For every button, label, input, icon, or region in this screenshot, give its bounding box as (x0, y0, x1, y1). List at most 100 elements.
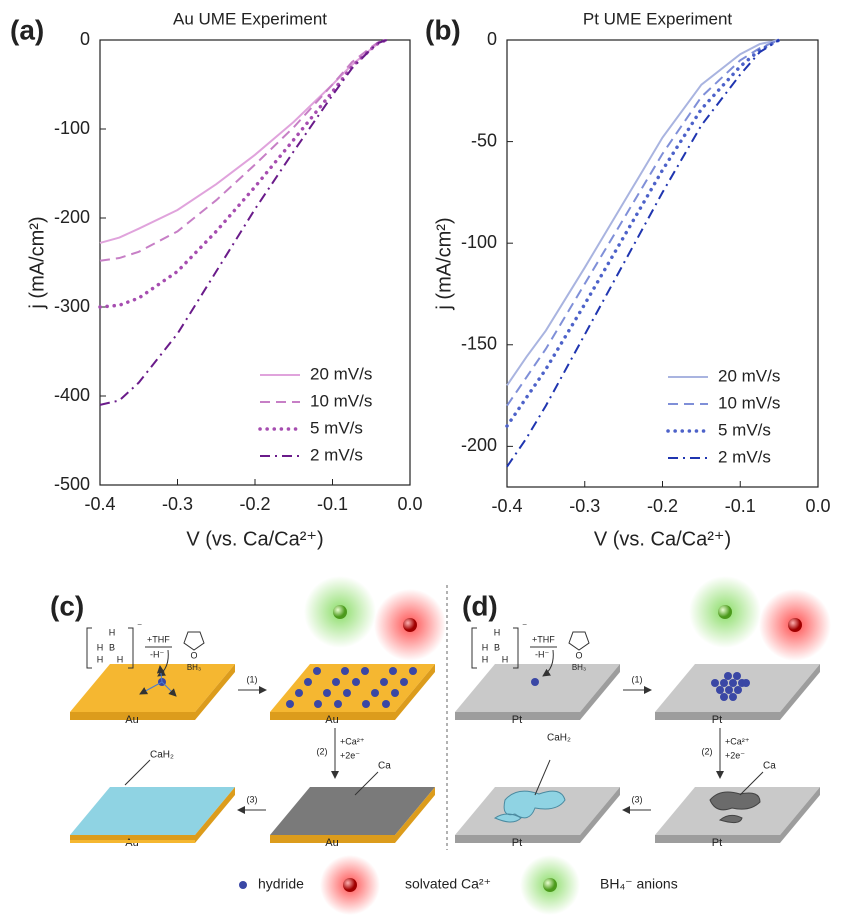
hydride (343, 689, 351, 697)
x-tick-label: -0.2 (239, 494, 270, 514)
y-tick-label: -200 (54, 207, 90, 227)
plate-front (655, 712, 780, 720)
data-line (506, 39, 780, 468)
hydride (729, 693, 737, 701)
x-tick-label: 0.0 (397, 494, 422, 514)
legend-ion (343, 878, 357, 892)
au-edge (70, 840, 195, 843)
reagent: +THF (147, 634, 170, 644)
legend-label: 20 mV/s (718, 366, 780, 385)
hydride (725, 686, 733, 694)
hydride (323, 689, 331, 697)
atom: H (109, 627, 116, 637)
plate-front (655, 835, 780, 843)
ion (403, 618, 417, 632)
legend-ion (543, 878, 557, 892)
plate-front (70, 712, 195, 720)
plate-top (455, 664, 620, 712)
legend-label: 5 mV/s (310, 418, 363, 437)
x-tick-label: -0.1 (317, 494, 348, 514)
hydride (286, 700, 294, 708)
hydride (720, 693, 728, 701)
y-axis-label: j (mA/cm²) (26, 216, 48, 309)
ring-atom: O (575, 650, 582, 660)
x-tick-label: -0.4 (84, 494, 115, 514)
x-tick-label: -0.3 (162, 494, 193, 514)
y-tick-label: -400 (54, 385, 90, 405)
hydride (313, 667, 321, 675)
plate-side (195, 664, 235, 720)
chart-title: Pt UME Experiment (583, 9, 733, 28)
chart-title: Au UME Experiment (173, 9, 327, 28)
hydride (734, 686, 742, 694)
y-axis-label: j (mA/cm²) (433, 217, 455, 310)
data-line (506, 39, 780, 407)
charge: ⁻ (522, 622, 527, 633)
atom: H (97, 642, 104, 652)
legend-label: 20 mV/s (310, 364, 372, 383)
plate-top (270, 664, 435, 712)
film-label: CaH₂ (150, 750, 174, 761)
step2-line: +2e⁻ (725, 750, 745, 760)
leader (739, 771, 764, 796)
plot-frame (99, 39, 411, 486)
plate-top (70, 787, 235, 835)
plate-side (195, 787, 235, 843)
x-tick-label: -0.1 (725, 496, 756, 516)
metal-label: Pt (512, 837, 522, 849)
step2-line: +2e⁻ (340, 750, 360, 760)
plate-top (270, 787, 435, 835)
series-group (98, 38, 389, 406)
hydride (389, 667, 397, 675)
x-tick-label: -0.4 (491, 496, 522, 516)
atom: H (494, 627, 501, 637)
atom: H (502, 654, 509, 664)
atom: H (97, 654, 104, 664)
legend-label: 2 mV/s (718, 447, 771, 466)
y-tick-label: 0 (80, 29, 90, 49)
hydride (304, 678, 312, 686)
hydride (332, 678, 340, 686)
series-group (505, 38, 781, 468)
y-tick-label: -500 (54, 474, 90, 494)
hydride (334, 700, 342, 708)
hydride (382, 700, 390, 708)
hydride (716, 686, 724, 694)
spread-arrow (139, 681, 163, 695)
charge: ⁻ (137, 622, 142, 633)
leader (534, 759, 551, 796)
plate-side (580, 664, 620, 720)
step-label: (1) (247, 674, 258, 684)
product: BH₃ (572, 663, 586, 672)
y-tick-label: 0 (487, 29, 497, 49)
legend-hydride (239, 881, 247, 889)
film-label: CaH₂ (547, 733, 571, 744)
hydride (314, 700, 322, 708)
plate-top (455, 787, 620, 835)
plate-front (455, 835, 580, 843)
hydride (531, 678, 539, 686)
panel-label: (c) (50, 590, 84, 621)
hydride (371, 689, 379, 697)
hydride (742, 679, 750, 687)
x-axis-label: V (vs. Ca/Ca²⁺) (186, 528, 323, 550)
y-tick-label: -50 (471, 130, 497, 150)
legend-label: BH₄⁻ anions (600, 876, 678, 892)
data-line (506, 39, 780, 386)
hydride (362, 700, 370, 708)
plate-front (455, 712, 580, 720)
reagent: +THF (532, 634, 555, 644)
thf-ring (183, 631, 205, 651)
x-tick-label: 0.0 (805, 496, 830, 516)
data-line (99, 39, 387, 262)
hydride (352, 678, 360, 686)
metal-label: Au (125, 714, 138, 726)
product: BH₃ (187, 663, 201, 672)
hydride (361, 667, 369, 675)
y-tick-label: -200 (461, 435, 497, 455)
plate-side (395, 787, 435, 843)
y-tick-label: -100 (54, 118, 90, 138)
atom: H (482, 654, 489, 664)
plate-front (270, 712, 395, 720)
